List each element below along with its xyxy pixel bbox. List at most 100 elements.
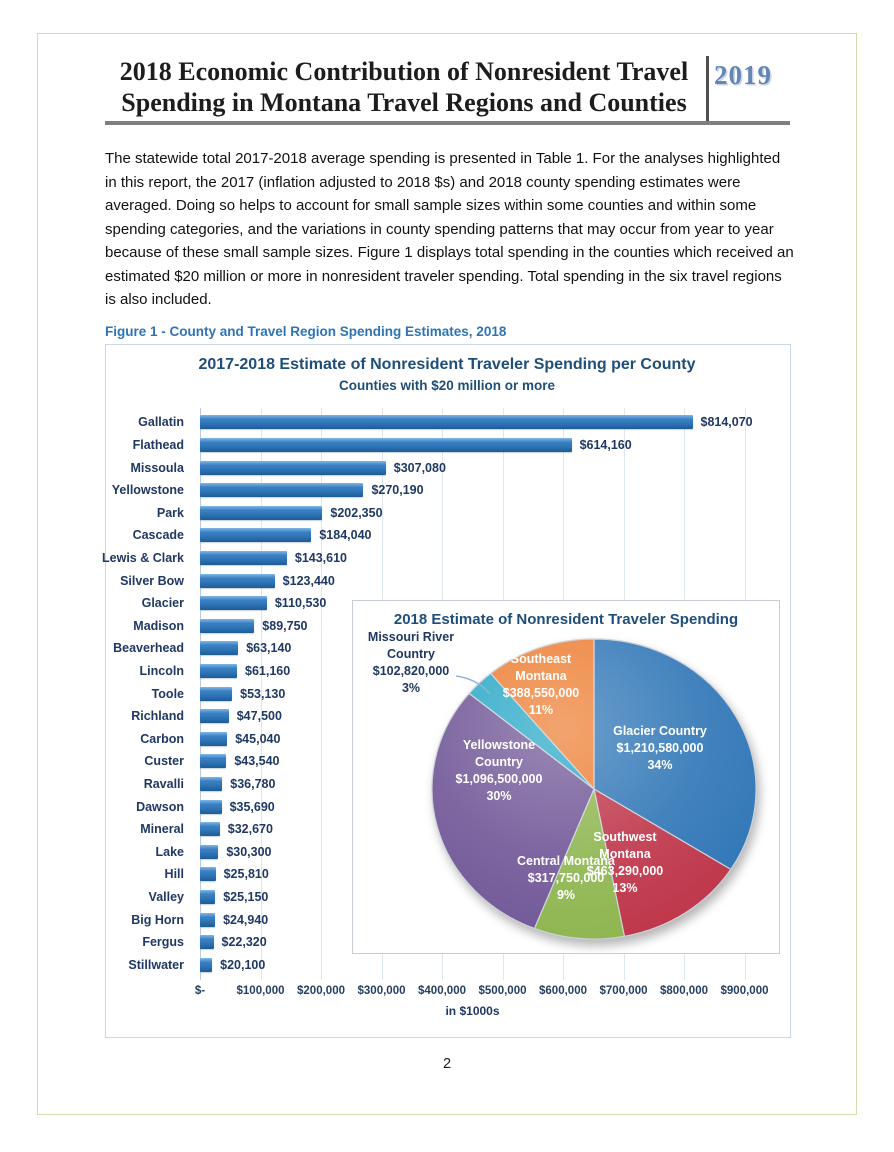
bar-chart-x-axis-ticks: $- $100,000 $200,000 $300,000 $400,000 $500,0…: [195, 985, 769, 1001]
document-title: 2018 Economic Contribution of Nonresiden…: [108, 56, 700, 118]
county-label: Yellowstone: [111, 483, 184, 498]
bar-row: $270,190: [200, 479, 760, 502]
county-label: Fergus: [142, 935, 184, 950]
county-label: Stillwater: [128, 957, 184, 972]
bar-value-label: $20,100: [220, 957, 266, 972]
bar-chart-plot-area: $814,070 $614,160 $307,080 $270,190 $202,350…: [200, 411, 760, 976]
bar-row: $25,810: [200, 863, 760, 886]
county-label: Lake: [155, 844, 185, 859]
county-label: Beaverhead: [113, 641, 184, 656]
title-separator: [706, 56, 709, 122]
bar: [200, 596, 267, 611]
header-rule: [105, 121, 790, 125]
county-label: Big Horn: [131, 912, 184, 927]
bar: [200, 550, 287, 565]
gridline: [321, 408, 322, 980]
bar-row: $143,610: [200, 547, 760, 570]
bar-row: $814,070: [200, 411, 760, 434]
bar-value-label: $32,670: [227, 822, 273, 837]
bar: [200, 460, 386, 475]
bar-row: $63,140: [200, 637, 760, 660]
bar-value-label: $89,750: [262, 618, 308, 633]
x-tick-label: $100,000: [236, 985, 285, 997]
county-label: Mineral: [140, 822, 184, 837]
bar-value-label: $36,780: [230, 777, 276, 792]
county-label: Flathead: [132, 437, 184, 452]
page-number: 2: [442, 1056, 452, 1072]
bar-value-label: $30,300: [226, 844, 272, 859]
bar-row: $123,440: [200, 569, 760, 592]
bar: [200, 641, 239, 656]
bar-row: $43,540: [200, 750, 760, 773]
bar-value-label: $25,150: [223, 890, 269, 905]
county-label: Gallatin: [138, 415, 184, 430]
bar-row: $25,150: [200, 886, 760, 909]
bar-value-label: $22,320: [221, 935, 267, 950]
bar-row: $47,500: [200, 705, 760, 728]
county-label: Toole: [151, 686, 184, 701]
county-label: Richland: [131, 709, 184, 724]
county-label: Glacier: [141, 596, 184, 611]
county-label: Madison: [133, 618, 184, 633]
bar: [200, 573, 275, 588]
bar-row: $35,690: [200, 795, 760, 818]
bar-row: $53,130: [200, 682, 760, 705]
pie-leader-line: [455, 675, 491, 695]
bar-chart-x-axis-label: in $1000s: [445, 1004, 500, 1018]
bar-value-label: $24,940: [223, 912, 269, 927]
county-label: Lincoln: [139, 664, 184, 678]
bar-chart-title: 2017-2018 Estimate of Nonresident Travel…: [198, 356, 696, 373]
county-label: Park: [156, 505, 184, 520]
bar: [200, 437, 572, 452]
bar-row: $202,350: [200, 501, 760, 524]
pie-chart-svg: [431, 638, 757, 940]
x-tick-label: $700,000: [599, 985, 648, 997]
county-label: Valley: [148, 890, 184, 905]
county-label: Carbon: [140, 731, 184, 746]
x-tick-label: $300,000: [357, 985, 406, 997]
bar-chart-category-labels: Gallatin Flathead Missoula Yellowstone Park C…: [98, 411, 193, 976]
bar-row: $184,040: [200, 524, 760, 547]
bar-value-label: $25,810: [223, 867, 269, 882]
bar: [200, 415, 693, 430]
bar-row: $30,300: [200, 841, 760, 864]
county-label: Silver Bow: [120, 573, 184, 588]
bar-row: $22,320: [200, 931, 760, 954]
bar: [200, 709, 229, 724]
bar: [200, 935, 214, 950]
bar: [200, 483, 364, 498]
bar-row: $614,160: [200, 434, 760, 457]
bar: [200, 844, 219, 859]
county-label: Cascade: [132, 528, 184, 543]
county-label: Ravalli: [143, 777, 184, 792]
bar-value-label: $63,140: [246, 641, 292, 656]
bar-value-label: $814,070: [700, 415, 753, 430]
x-tick-label: $600,000: [539, 985, 587, 997]
bar-row: $24,940: [200, 908, 760, 931]
bar-value-label: $47,500: [236, 709, 282, 724]
bar: [200, 754, 227, 769]
bar: [200, 890, 216, 905]
bar-value-label: $53,130: [240, 686, 286, 701]
bar: [200, 822, 220, 837]
bar-value-label: $614,160: [579, 437, 632, 452]
bar-value-label: $43,540: [234, 754, 280, 769]
bar: [200, 867, 216, 882]
bar-row: $32,670: [200, 818, 760, 841]
bar-value-label: $110,530: [274, 596, 327, 611]
county-label: Lewis & Clark: [102, 550, 184, 565]
year-badge: 2019: [714, 60, 772, 90]
pie-chart-title: 2018 Estimate of Nonresident Traveler Sp…: [393, 611, 739, 628]
body-paragraph: The statewide total 2017-2018 average sp…: [105, 150, 794, 308]
bar: [200, 957, 213, 972]
bar-row: $36,780: [200, 773, 760, 796]
pie-highlight-overlay: [432, 639, 756, 939]
x-tick-label: $500,000: [478, 985, 527, 997]
bar: [200, 686, 233, 701]
bar: [200, 618, 255, 633]
county-label: Dawson: [136, 799, 184, 814]
x-tick-label: $900,000: [720, 985, 769, 997]
bar-row: $307,080: [200, 456, 760, 479]
bar: [200, 505, 323, 520]
bar-row: $45,040: [200, 728, 760, 751]
